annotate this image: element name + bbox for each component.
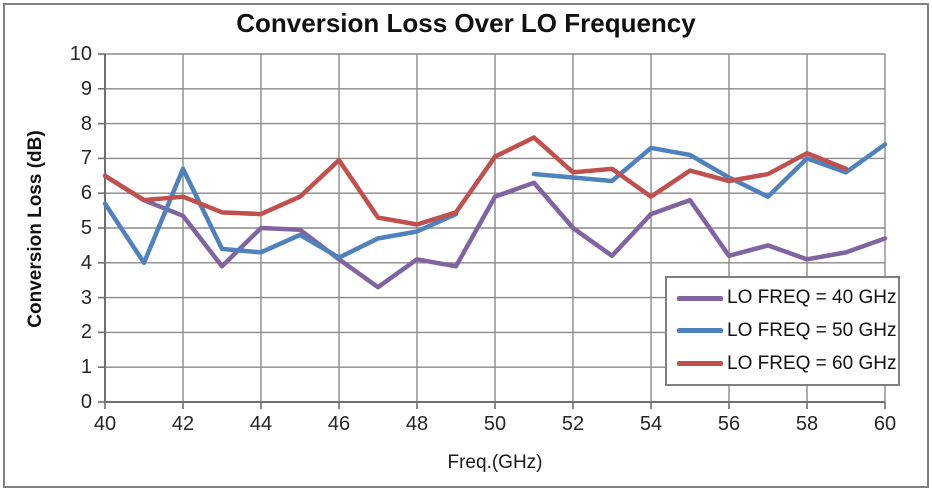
series-line-1: [102, 166, 459, 266]
y-tick-label: 7: [80, 147, 92, 170]
y-tick-label: 1: [80, 356, 92, 379]
chart-title: Conversion Loss Over LO Frequency: [236, 8, 696, 38]
y-tick-label: 3: [80, 286, 92, 309]
x-tick-label: 60: [873, 413, 897, 435]
x-tick-label: 56: [717, 413, 741, 435]
legend-line-swatch: [677, 361, 723, 367]
legend-label: LO FREQ = 40 GHz: [727, 287, 897, 309]
y-tick-label: 5: [80, 217, 92, 239]
x-tick-label: 44: [249, 413, 273, 435]
y-tick-label: 6: [80, 182, 92, 205]
series-line-2: [102, 135, 849, 227]
legend-line-swatch: [677, 295, 723, 301]
legend-label: LO FREQ = 60 GHz: [727, 352, 897, 374]
y-tick-label: 2: [80, 321, 92, 344]
legend-item: LO FREQ = 60 GHz: [677, 353, 898, 375]
x-tick-label: 54: [639, 413, 663, 435]
x-axis-title: Freq.(GHz): [447, 452, 543, 473]
legend: LO FREQ = 40 GHz LO FREQ = 50 GHz LO FREQ …: [665, 276, 900, 386]
y-tick-label: 0: [80, 391, 92, 413]
y-tick-label: 8: [80, 112, 92, 135]
series-line-0: [102, 173, 888, 290]
legend-line-swatch: [677, 328, 723, 334]
y-axis-title: Conversion Loss (dB): [25, 130, 46, 328]
x-tick-label: 46: [327, 413, 351, 435]
series-line-1: [531, 142, 888, 199]
x-tick-label: 40: [93, 413, 117, 435]
legend-item: LO FREQ = 40 GHz: [677, 287, 898, 309]
x-tick-label: 58: [795, 413, 819, 435]
legend-item: LO FREQ = 50 GHz: [677, 320, 898, 342]
x-tick-label: 48: [405, 413, 429, 435]
y-tick-label: 10: [69, 43, 92, 65]
x-tick-label: 52: [561, 413, 585, 435]
x-tick-label: 50: [483, 413, 507, 435]
y-tick-label: 9: [80, 77, 92, 100]
x-tick-label: 42: [171, 413, 195, 435]
legend-label: LO FREQ = 50 GHz: [727, 319, 897, 341]
y-tick-label: 4: [80, 251, 92, 274]
